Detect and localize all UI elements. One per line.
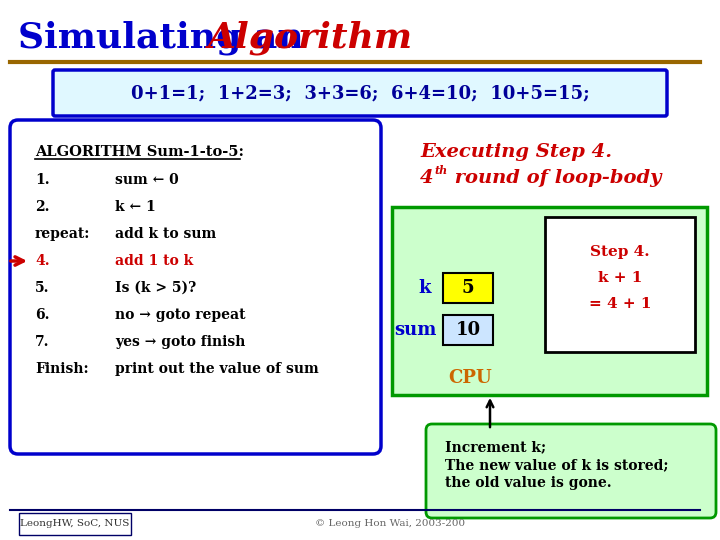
Text: Simulating an: Simulating an [18,21,316,55]
FancyBboxPatch shape [426,424,716,518]
Text: k + 1: k + 1 [598,271,642,285]
Text: The new value of k is stored;: The new value of k is stored; [445,458,668,472]
Text: 0+1=1;  1+2=3;  3+3=6;  6+4=10;  10+5=15;: 0+1=1; 1+2=3; 3+3=6; 6+4=10; 10+5=15; [130,84,590,102]
FancyBboxPatch shape [19,513,131,535]
Text: Algorithm: Algorithm [208,21,413,55]
Text: 1.: 1. [35,173,50,187]
FancyBboxPatch shape [443,315,493,345]
FancyBboxPatch shape [443,273,493,303]
Text: add k to sum: add k to sum [115,227,216,241]
Text: add 1 to k: add 1 to k [115,254,193,268]
Text: sum: sum [394,321,436,339]
Text: LeongHW, SoC, NUS: LeongHW, SoC, NUS [20,519,130,529]
Text: 10: 10 [456,321,480,339]
Text: 4: 4 [420,169,433,187]
Text: Step 4.: Step 4. [590,245,650,259]
Text: print out the value of sum: print out the value of sum [115,362,319,376]
Text: 7.: 7. [35,335,50,349]
Text: k: k [419,279,431,297]
Text: ALGORITHM Sum-1-to-5:: ALGORITHM Sum-1-to-5: [35,145,244,159]
Text: 5: 5 [462,279,474,297]
Text: yes → goto finish: yes → goto finish [115,335,246,349]
Text: © Leong Hon Wai, 2003-200: © Leong Hon Wai, 2003-200 [315,519,465,529]
Text: k ← 1: k ← 1 [115,200,156,214]
Text: = 4 + 1: = 4 + 1 [589,297,652,311]
Text: 4.: 4. [35,254,50,268]
Text: the old value is gone.: the old value is gone. [445,476,611,490]
Text: round of loop-body: round of loop-body [448,169,662,187]
Text: Increment k;: Increment k; [445,440,546,454]
Text: repeat:: repeat: [35,227,91,241]
Text: CPU: CPU [448,369,492,387]
FancyBboxPatch shape [10,120,381,454]
Text: Finish:: Finish: [35,362,89,376]
Text: Is (k > 5)?: Is (k > 5)? [115,281,197,295]
Text: th: th [434,165,447,177]
Text: 2.: 2. [35,200,50,214]
FancyBboxPatch shape [545,217,695,352]
Text: no → goto repeat: no → goto repeat [115,308,246,322]
Text: 5.: 5. [35,281,50,295]
Text: Executing Step 4.: Executing Step 4. [420,143,612,161]
Text: 6.: 6. [35,308,50,322]
FancyBboxPatch shape [53,70,667,116]
FancyBboxPatch shape [392,207,707,395]
Text: sum ← 0: sum ← 0 [115,173,179,187]
